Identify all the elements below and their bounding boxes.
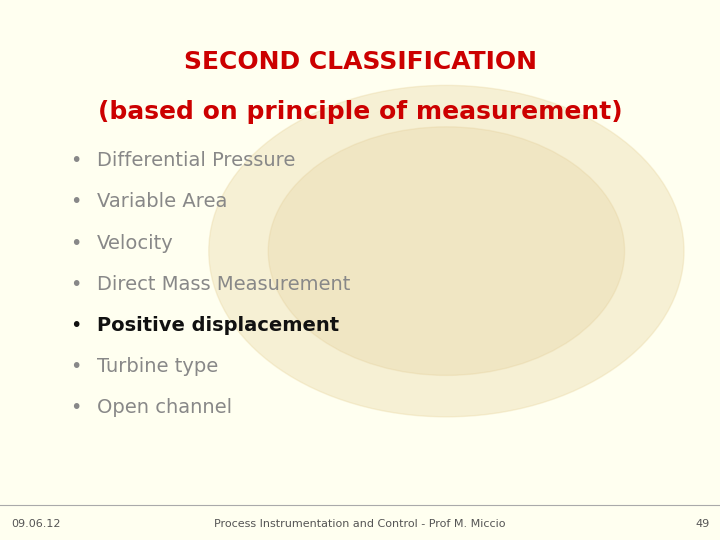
Text: •: • (70, 357, 81, 376)
Text: Turbine type: Turbine type (97, 357, 218, 376)
Circle shape (209, 85, 684, 417)
Text: Direct Mass Measurement: Direct Mass Measurement (97, 275, 351, 294)
Text: 09.06.12: 09.06.12 (11, 519, 60, 529)
Text: SECOND CLASSIFICATION: SECOND CLASSIFICATION (184, 50, 536, 74)
Text: 49: 49 (695, 519, 709, 529)
Text: Process Instrumentation and Control - Prof M. Miccio: Process Instrumentation and Control - Pr… (215, 519, 505, 529)
Text: •: • (70, 151, 81, 170)
Text: •: • (70, 275, 81, 294)
Text: Differential Pressure: Differential Pressure (97, 151, 296, 170)
Text: Variable Area: Variable Area (97, 192, 228, 211)
Text: •: • (70, 234, 81, 253)
Circle shape (268, 127, 624, 375)
Text: (based on principle of measurement): (based on principle of measurement) (98, 100, 622, 124)
Text: Positive displacement: Positive displacement (97, 316, 339, 335)
Text: •: • (70, 192, 81, 211)
Text: Open channel: Open channel (97, 399, 233, 417)
Text: •: • (70, 316, 81, 335)
Text: Velocity: Velocity (97, 234, 174, 253)
Text: •: • (70, 399, 81, 417)
